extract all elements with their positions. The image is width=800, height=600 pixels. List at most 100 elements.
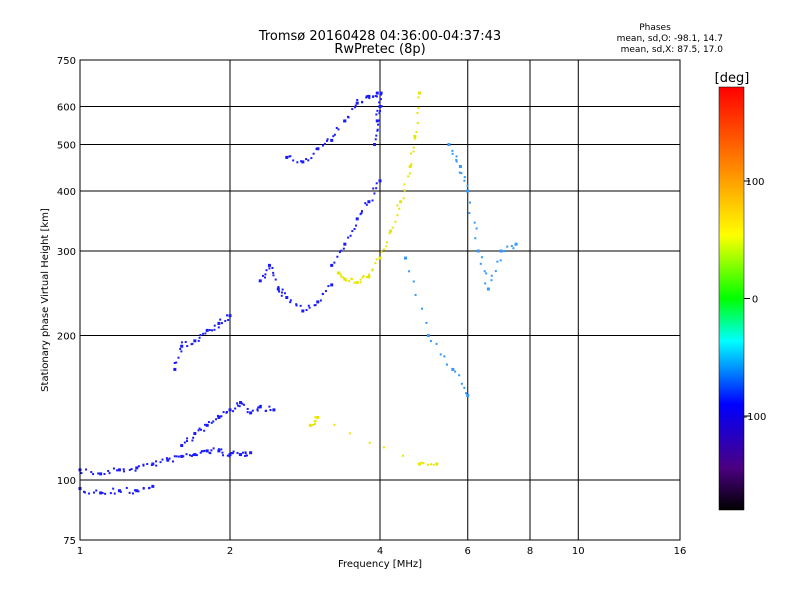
data-point-interp — [217, 326, 220, 329]
data-point-interp — [232, 450, 235, 453]
data-point-interp — [403, 189, 406, 192]
data-point-interp — [128, 469, 131, 472]
data-point-interp — [185, 440, 188, 443]
data-point-interp — [198, 336, 201, 339]
data-point-interp — [361, 100, 364, 103]
data-point-interp — [244, 454, 247, 457]
data-point — [151, 484, 155, 488]
data-point-interp — [225, 411, 228, 414]
data-point-interp — [312, 423, 315, 426]
data-point-interp — [261, 274, 264, 277]
data-point-interp — [412, 146, 415, 149]
data-point-interp — [300, 160, 303, 163]
data-point-interp — [439, 353, 442, 356]
data-point-interp — [342, 276, 345, 279]
data-point-interp — [373, 192, 376, 195]
data-point-interp — [415, 131, 418, 134]
data-point-interp — [422, 462, 425, 465]
data-point — [426, 334, 430, 338]
data-point-interp — [197, 339, 200, 342]
data-point-interp — [499, 259, 502, 262]
grid — [80, 60, 680, 540]
data-point — [228, 408, 232, 412]
data-point-interp — [326, 138, 329, 141]
data-point-interp — [355, 224, 358, 227]
data-point — [239, 453, 243, 457]
data-point-interp — [168, 457, 171, 460]
data-point-interp — [463, 386, 466, 389]
data-point — [343, 277, 347, 281]
data-point — [228, 314, 232, 318]
data-point-interp — [219, 318, 222, 321]
data-point-interp — [333, 133, 336, 136]
data-point-interp — [368, 441, 371, 444]
data-point-interp — [179, 347, 182, 350]
data-point-interp — [347, 236, 350, 239]
data-point-interp — [425, 321, 428, 324]
data-point-interp — [225, 314, 228, 317]
data-point-interp — [271, 266, 274, 269]
data-point-interp — [113, 492, 116, 495]
data-point-interp — [483, 270, 486, 273]
data-points — [78, 91, 518, 495]
data-point-interp — [455, 158, 458, 161]
data-point-interp — [430, 463, 433, 466]
data-point-interp — [364, 202, 367, 205]
data-point-interp — [314, 423, 317, 426]
data-point-interp — [125, 486, 128, 489]
data-point-interp — [454, 370, 457, 373]
data-point-interp — [314, 304, 317, 307]
data-point-interp — [177, 356, 180, 359]
data-point-interp — [485, 272, 488, 275]
data-point-interp — [128, 491, 131, 494]
data-point — [466, 394, 470, 398]
data-point — [301, 160, 305, 164]
data-point — [193, 453, 197, 457]
data-point-interp — [295, 304, 298, 307]
data-point-interp — [112, 467, 115, 470]
colorbar-label: [deg] — [715, 71, 750, 86]
data-point-interp — [494, 270, 497, 273]
data-point-interp — [382, 446, 385, 449]
data-point-interp — [155, 460, 158, 463]
data-point-interp — [161, 458, 164, 461]
data-point-interp — [278, 290, 281, 293]
data-point-interp — [212, 420, 215, 423]
data-point-interp — [372, 95, 375, 98]
data-point-interp — [277, 286, 280, 289]
x-axis-ticks: 1 2 4 6 8 10 16 — [77, 546, 687, 557]
data-point-interp — [377, 119, 380, 122]
x-tick-label: 4 — [377, 546, 383, 557]
data-point-interp — [375, 134, 378, 137]
data-point-interp — [510, 244, 513, 247]
data-point-interp — [239, 401, 242, 404]
data-point-interp — [272, 271, 275, 274]
data-point — [316, 415, 320, 419]
stats-x-mode: mean, sd,X: 87.5, 17.0 — [621, 45, 724, 55]
data-point-interp — [250, 411, 253, 414]
y-tick-label: 750 — [57, 56, 76, 67]
x-tick-label: 10 — [572, 546, 585, 557]
data-point — [458, 164, 462, 168]
data-point-interp — [231, 452, 234, 455]
data-point-interp — [349, 234, 352, 237]
data-point-interp — [289, 299, 292, 302]
data-point-interp — [280, 294, 283, 297]
data-point-interp — [408, 270, 411, 273]
data-point-interp — [466, 184, 469, 187]
data-point-interp — [188, 454, 191, 457]
data-point-interp — [350, 278, 353, 281]
data-point — [151, 462, 155, 466]
data-point-interp — [109, 492, 112, 495]
data-point-interp — [396, 214, 399, 217]
data-point-interp — [119, 490, 122, 493]
data-point-interp — [359, 278, 362, 281]
data-point-interp — [360, 211, 363, 214]
data-point — [499, 249, 503, 253]
data-point-interp — [445, 363, 448, 366]
data-point-interp — [375, 187, 378, 190]
data-point-interp — [479, 262, 482, 265]
data-point — [276, 287, 280, 291]
data-point — [249, 451, 253, 455]
data-point-interp — [108, 472, 111, 475]
